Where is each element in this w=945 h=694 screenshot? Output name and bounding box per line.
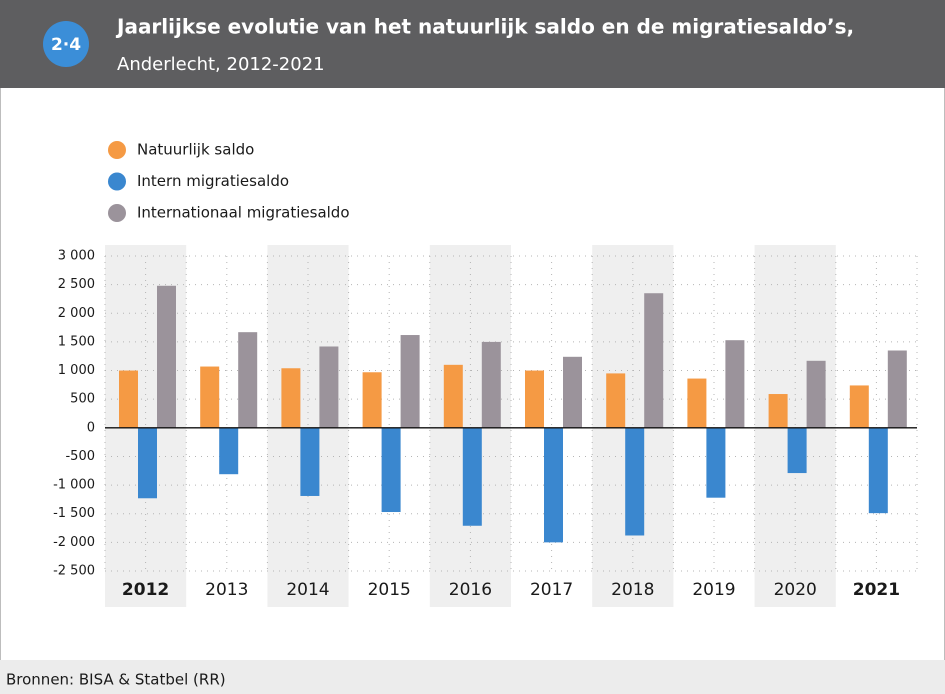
y-tick-label: -1 000	[53, 478, 95, 493]
footer	[0, 660, 945, 694]
x-tick-label: 2016	[449, 580, 492, 600]
bar	[644, 293, 664, 428]
bar	[362, 372, 382, 428]
x-tick-label: 2012	[122, 580, 169, 600]
y-tick-label: -1 500	[53, 506, 95, 521]
bar	[563, 356, 582, 428]
y-tick-label: 1 000	[58, 363, 95, 378]
y-tick-label: -2 500	[53, 564, 95, 579]
x-tick-label: 2021	[853, 580, 900, 600]
y-tick-label: 3 000	[58, 249, 95, 264]
chart-subtitle: Anderlecht, 2012-2021	[117, 54, 325, 75]
legend-label: Intern migratiesaldo	[137, 172, 289, 190]
legend-swatch	[108, 172, 126, 191]
y-tick-label: 1 500	[58, 334, 95, 349]
bar	[806, 360, 826, 428]
plot: -2 500 -2 000 -1 500 -1 000 -500 0 500 1 000 1 5…	[53, 141, 918, 607]
legend-label: Internationaal migratiesaldo	[137, 204, 350, 222]
chart-title: Jaarlijkse evolutie van het natuurlijk s…	[115, 15, 854, 39]
y-tick-label: 2 000	[58, 306, 95, 321]
bar	[319, 346, 339, 428]
bar	[300, 427, 320, 496]
x-tick-label: 2017	[530, 580, 573, 600]
legend-label: Natuurlijk saldo	[137, 141, 254, 159]
bar	[625, 427, 645, 536]
bar	[887, 350, 907, 428]
legend-swatch	[108, 141, 126, 159]
bar	[138, 427, 157, 499]
bar	[725, 340, 745, 428]
y-tick-label: -500	[65, 449, 95, 464]
bar	[768, 394, 788, 428]
bar	[849, 385, 869, 428]
bar	[443, 364, 463, 428]
bar	[157, 285, 176, 428]
bar	[238, 332, 258, 428]
bar	[544, 427, 563, 543]
bar	[200, 366, 220, 428]
x-tick-label: 2020	[774, 580, 817, 600]
bar	[219, 427, 239, 475]
badge-label: 2·4	[51, 35, 81, 55]
x-tick-label: 2015	[368, 580, 411, 600]
bar	[481, 341, 501, 428]
bar	[868, 427, 888, 514]
source: Bronnen: BISA & Statbel (RR)	[6, 671, 226, 689]
bar	[381, 427, 401, 513]
bar	[462, 427, 482, 526]
bar	[281, 368, 301, 428]
header	[0, 0, 945, 88]
bar	[606, 373, 626, 428]
x-tick-label: 2019	[692, 580, 735, 600]
bar	[687, 378, 707, 428]
bar	[400, 335, 420, 428]
legend-swatch	[108, 204, 126, 222]
x-tick-label: 2013	[205, 580, 248, 600]
bar	[119, 370, 138, 428]
bar	[525, 370, 544, 428]
y-tick-label: 0	[87, 420, 95, 435]
bar	[706, 427, 726, 498]
x-tick-label: 2014	[286, 580, 329, 600]
y-tick-label: 500	[70, 392, 95, 407]
y-tick-label: 2 500	[58, 277, 95, 292]
y-tick-label: -2 000	[53, 535, 95, 550]
bar	[787, 427, 807, 474]
badge	[43, 21, 89, 67]
x-tick-label: 2018	[611, 580, 654, 600]
